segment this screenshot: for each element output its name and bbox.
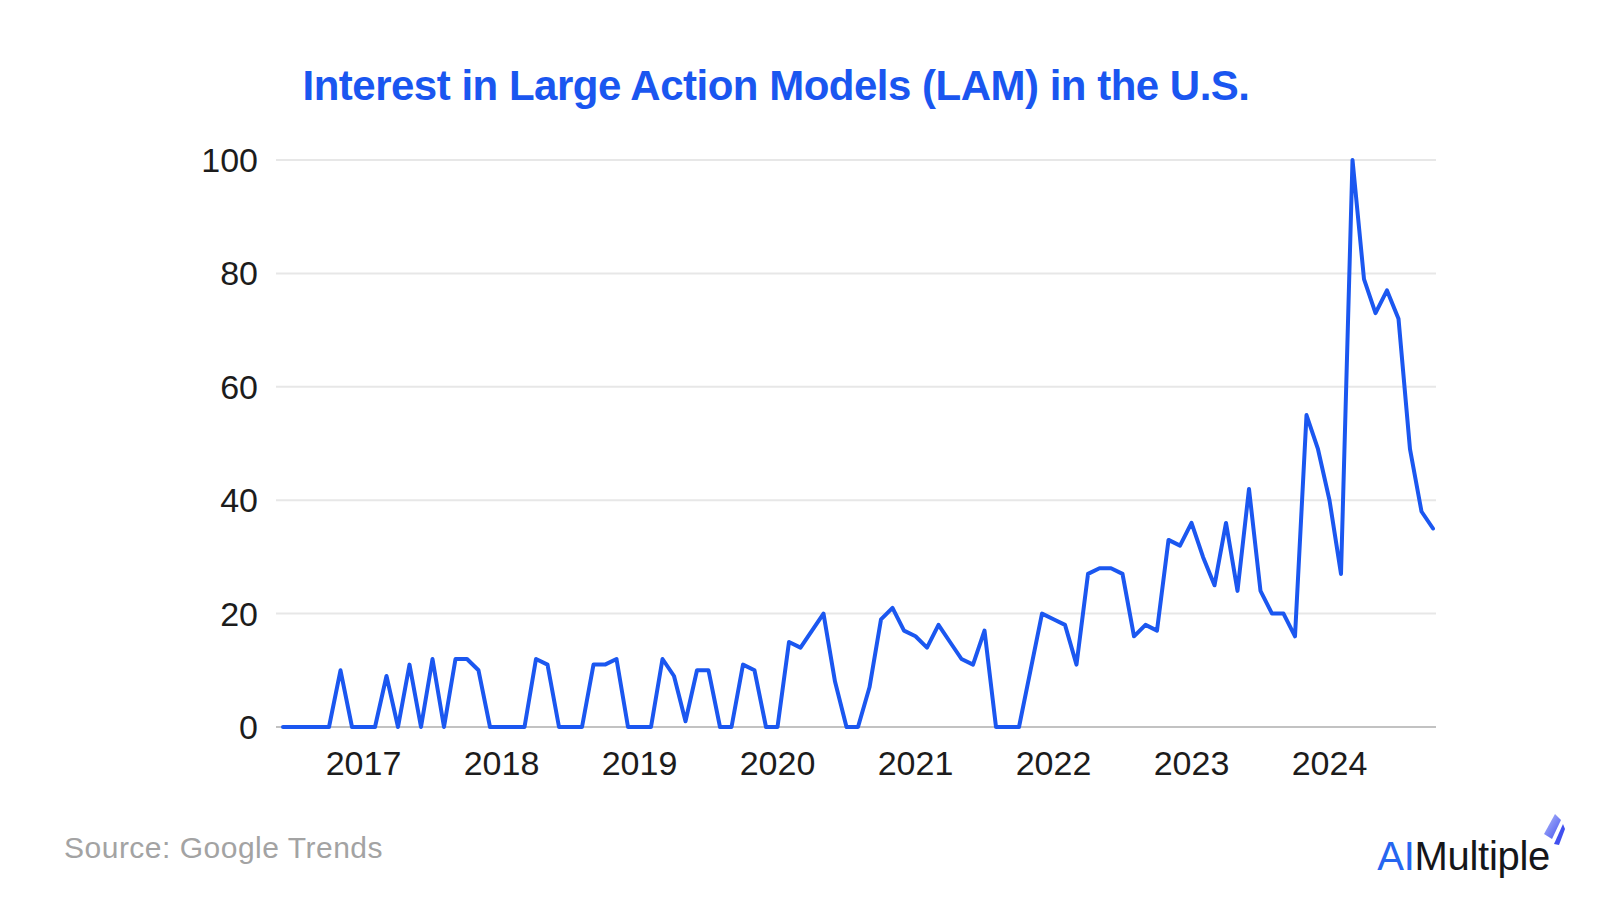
x-axis-label-2024: 2024 bbox=[1292, 744, 1368, 782]
x-axis-label-2019: 2019 bbox=[602, 744, 678, 782]
bolt-accent-icon bbox=[1542, 812, 1566, 846]
y-axis-label-20: 20 bbox=[220, 595, 258, 633]
x-axis-label-2020: 2020 bbox=[740, 744, 816, 782]
logo-ai-text: AI bbox=[1377, 834, 1414, 878]
trend-line-chart: 0 20 40 60 80 100 2017 2018 2019 2020 2021 2022 2023… bbox=[0, 0, 1600, 900]
logo-multiple-text: Multiple bbox=[1415, 834, 1550, 878]
x-axis-label-2023: 2023 bbox=[1154, 744, 1230, 782]
aimultiple-logo: AIMultiple bbox=[1377, 834, 1550, 879]
y-axis-label-0: 0 bbox=[239, 708, 258, 746]
y-axis-label-100: 100 bbox=[201, 141, 258, 179]
page: Interest in Large Action Models (LAM) in… bbox=[0, 0, 1600, 900]
source-note: Source: Google Trends bbox=[64, 831, 383, 865]
x-axis-label-2022: 2022 bbox=[1016, 744, 1092, 782]
y-axis-label-60: 60 bbox=[220, 368, 258, 406]
x-axis-label-2017: 2017 bbox=[326, 744, 402, 782]
x-axis-label-2018: 2018 bbox=[464, 744, 540, 782]
x-axis-label-2021: 2021 bbox=[878, 744, 954, 782]
y-axis-label-40: 40 bbox=[220, 481, 258, 519]
y-axis-label-80: 80 bbox=[220, 254, 258, 292]
trend-line bbox=[283, 160, 1433, 727]
